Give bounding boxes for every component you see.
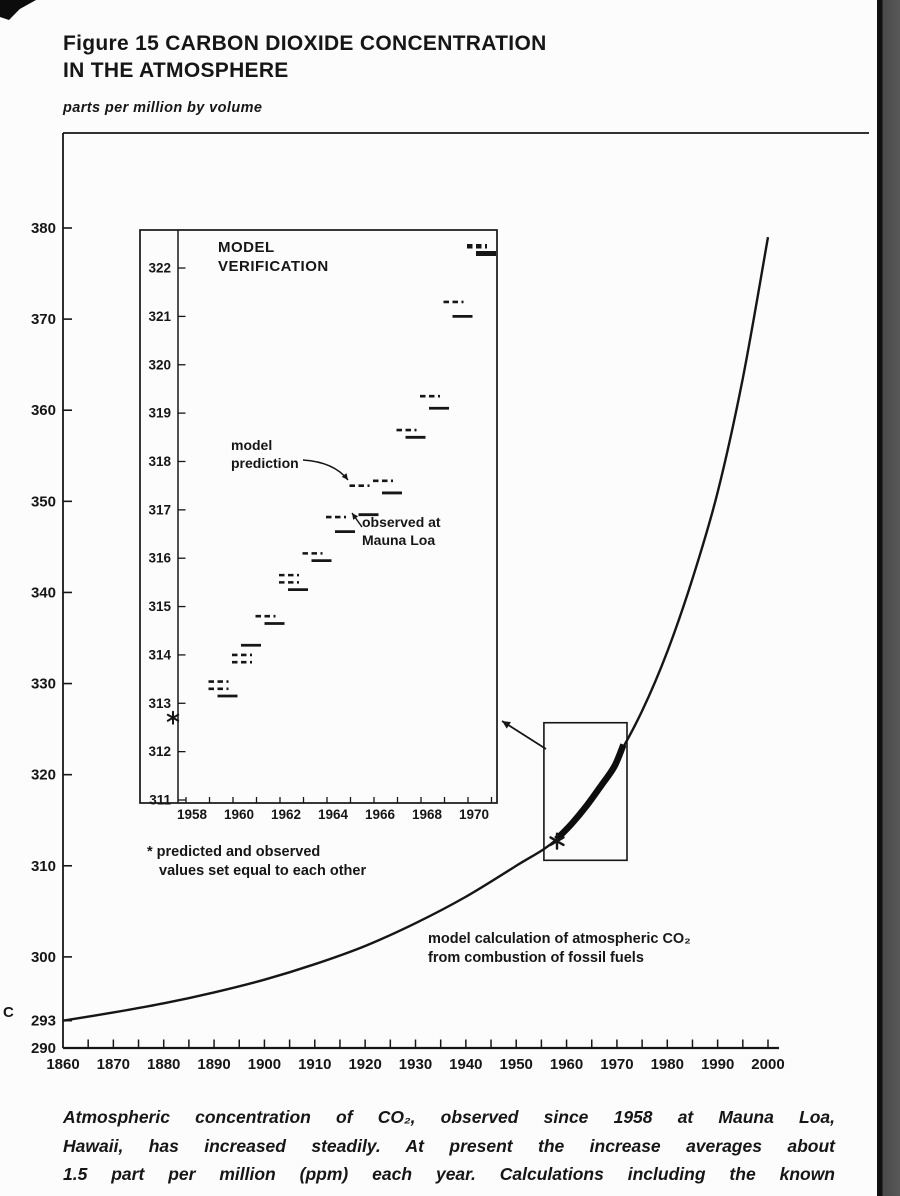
arrow-box-to-inset (501, 720, 547, 750)
svg-text:317: 317 (148, 502, 171, 517)
svg-text:1990: 1990 (701, 1056, 734, 1073)
arrow-model-prediction (302, 459, 349, 481)
curve-annotation-line1: model calculation of atmospheric CO₂ (428, 931, 691, 947)
svg-text:314: 314 (148, 647, 171, 662)
svg-text:1970: 1970 (459, 807, 489, 822)
curve-annotation-line2: from combustion of fossil fuels (428, 950, 644, 966)
svg-text:300: 300 (31, 949, 56, 966)
co2-model-curve (62, 236, 770, 1022)
svg-text:350: 350 (31, 493, 56, 510)
model-prediction-label-line1: model (231, 437, 273, 453)
svg-text:1860: 1860 (46, 1056, 79, 1073)
caption-line-1: Atmospheric concentration of CO₂, observ… (63, 1107, 835, 1127)
svg-text:320: 320 (148, 357, 171, 372)
svg-text:1966: 1966 (365, 807, 396, 822)
svg-text:330: 330 (31, 676, 56, 693)
svg-text:1910: 1910 (298, 1056, 331, 1073)
svg-text:1964: 1964 (318, 807, 349, 822)
svg-text:321: 321 (148, 309, 171, 324)
svg-text:340: 340 (31, 584, 56, 601)
inset-footnote: * predicted and observed values set equa… (147, 843, 366, 881)
svg-text:1930: 1930 (399, 1056, 432, 1073)
figure-title-line1: Figure 15 CARBON DIOXIDE CONCENTRATION (63, 32, 547, 55)
main-y-axis: 290 293 300 310 320 330 340 350 360 370 380 (31, 220, 72, 1057)
svg-text:316: 316 (148, 551, 171, 566)
scan-edge-artifact (877, 0, 900, 1196)
highlight-box (543, 721, 628, 862)
svg-text:1940: 1940 (449, 1056, 482, 1073)
svg-text:1960: 1960 (224, 807, 254, 822)
observed-data-segment (554, 743, 627, 842)
svg-text:293: 293 (31, 1013, 56, 1030)
asterisk-marker-inset (166, 710, 180, 725)
figure-title-line2: IN THE ATMOSPHERE (63, 59, 289, 82)
model-prediction-label: model prediction (231, 437, 299, 472)
svg-text:1900: 1900 (248, 1056, 281, 1073)
main-x-axis: 1860 1870 1880 1890 1900 1910 1920 1930 1940 1950… (46, 1039, 785, 1073)
svg-text:1980: 1980 (651, 1056, 684, 1073)
inset-observed-series (217, 251, 496, 698)
svg-text:319: 319 (148, 406, 171, 421)
svg-text:2000: 2000 (751, 1056, 784, 1073)
observed-label: observed at Mauna Loa (362, 514, 441, 549)
caption-line-2: Hawaii, has increased steadily. At prese… (63, 1135, 835, 1156)
svg-text:1958: 1958 (177, 807, 208, 822)
svg-text:1950: 1950 (500, 1056, 533, 1073)
svg-text:1920: 1920 (348, 1056, 381, 1073)
inset-footnote-line2: values set equal to each other (159, 863, 367, 879)
svg-text:320: 320 (31, 767, 56, 784)
arrow-observed (351, 512, 363, 528)
caption-line-3: 1.5 part per million (ppm) each year. Ca… (63, 1164, 835, 1184)
main-plot-frame (62, 132, 869, 1050)
svg-text:315: 315 (148, 599, 171, 614)
observed-label-line1: observed at (362, 514, 441, 530)
svg-text:1880: 1880 (147, 1056, 180, 1073)
svg-text:380: 380 (31, 220, 56, 237)
svg-text:318: 318 (148, 454, 171, 469)
svg-text:313: 313 (148, 696, 171, 711)
svg-text:1890: 1890 (197, 1056, 230, 1073)
inset-footnote-line1: * predicted and observed (147, 844, 321, 860)
figure-caption: Atmospheric concentration of CO₂, observ… (63, 1103, 835, 1189)
inset-title: MODEL VERIFICATION (218, 238, 329, 276)
observed-label-line2: Mauna Loa (362, 531, 436, 548)
y-axis-unit-label: parts per million by volume (63, 100, 263, 116)
svg-text:290: 290 (31, 1040, 56, 1057)
svg-text:311: 311 (149, 793, 171, 808)
curve-annotation: model calculation of atmospheric CO₂ fro… (428, 930, 691, 968)
svg-text:360: 360 (31, 402, 56, 419)
svg-text:1968: 1968 (412, 807, 443, 822)
svg-text:1870: 1870 (97, 1056, 130, 1073)
svg-text:310: 310 (31, 858, 56, 875)
inset-title-line2: VERIFICATION (218, 258, 329, 275)
svg-text:322: 322 (148, 261, 171, 276)
svg-text:1960: 1960 (550, 1056, 583, 1073)
svg-text:1970: 1970 (600, 1056, 633, 1073)
margin-stray-mark: C (3, 1004, 14, 1021)
svg-text:1962: 1962 (271, 807, 301, 822)
inset-model-prediction-series (208, 244, 487, 691)
svg-text:370: 370 (31, 311, 56, 328)
model-prediction-label-line2: prediction (231, 454, 299, 471)
inset-title-line1: MODEL (218, 239, 275, 256)
inset-chart: 311 312 313 314 315 316 317 318 319 320 321 322 1958… (139, 229, 498, 822)
svg-text:312: 312 (148, 744, 171, 759)
asterisk-marker-main (549, 832, 565, 850)
figure-title: Figure 15 CARBON DIOXIDE CONCENTRATION I… (63, 30, 547, 84)
